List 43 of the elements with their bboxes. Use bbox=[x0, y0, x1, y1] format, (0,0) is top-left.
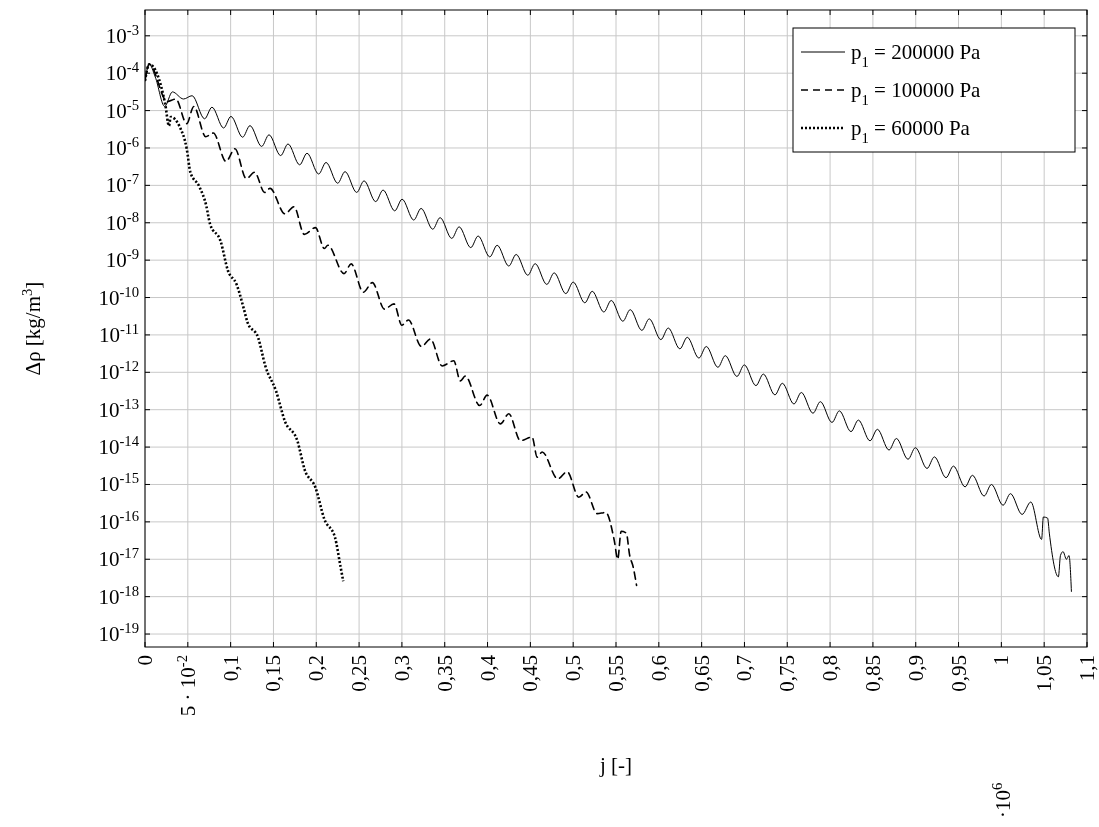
x-tick-label: 1,05 bbox=[1032, 655, 1057, 692]
y-tick-label: 10$^{-6}$ bbox=[105, 133, 139, 160]
x-tick-label: 0,35 bbox=[432, 655, 457, 692]
y-tick-label: 10$^{-19}$ bbox=[98, 620, 139, 647]
x-tick-label: 0,7 bbox=[732, 655, 757, 682]
x-tick-label: 0,95 bbox=[946, 655, 971, 692]
x-tick-label: 0,8 bbox=[818, 655, 843, 682]
x-tick-label: 0,45 bbox=[518, 655, 543, 692]
y-tick-label: 10$^{-17}$ bbox=[98, 545, 139, 572]
x-axis-title: j [-] bbox=[598, 753, 633, 777]
y-tick-label: 10$^{-10}$ bbox=[98, 283, 139, 310]
x-tick-label: 0,65 bbox=[689, 655, 714, 692]
x-tick-label: 0,25 bbox=[347, 655, 372, 692]
y-tick-label: 10$^{-5}$ bbox=[105, 96, 139, 123]
x-tick-label: 0,15 bbox=[261, 655, 286, 692]
x-tick-label: 0,9 bbox=[903, 655, 928, 682]
x-tick-label: 0,2 bbox=[304, 655, 329, 682]
x-tick-label: 1,1 bbox=[1075, 655, 1099, 682]
y-tick-label: 10$^{-11}$ bbox=[98, 320, 139, 347]
legend-label: p$_{1}$ = 100000 Pa bbox=[851, 78, 982, 108]
y-tick-label: 10$^{-4}$ bbox=[105, 59, 140, 86]
x-tick-label: 0,1 bbox=[218, 655, 243, 682]
y-tick-label: 10$^{-12}$ bbox=[98, 358, 139, 385]
y-tick-label: 10$^{-7}$ bbox=[105, 171, 139, 198]
y-tick-label: 10$^{-9}$ bbox=[105, 246, 139, 273]
x-tick-label: 1 bbox=[989, 655, 1014, 666]
y-tick-label: 10$^{-15}$ bbox=[98, 470, 139, 497]
legend-label: p$_{1}$ = 200000 Pa bbox=[851, 40, 982, 70]
x-tick-label: 0,4 bbox=[475, 654, 500, 682]
x-tick-label: 0,75 bbox=[775, 655, 800, 692]
x-tick-label: 0,55 bbox=[604, 655, 628, 692]
x-tick-label: 0,6 bbox=[646, 655, 671, 682]
x-tick-label: 0 bbox=[133, 655, 157, 666]
x-tick-label: 0,3 bbox=[389, 655, 414, 682]
y-tick-label: 10$^{-14}$ bbox=[98, 433, 140, 460]
y-tick-label: 10$^{-16}$ bbox=[98, 507, 139, 534]
legend-label: p$_{1}$ = 60000 Pa bbox=[851, 116, 971, 146]
x-tick-label: 0,5 bbox=[561, 655, 586, 682]
y-tick-label: 10$^{-3}$ bbox=[105, 21, 139, 48]
x-tick-label: 0,85 bbox=[860, 655, 885, 692]
y-tick-label: 10$^{-18}$ bbox=[98, 582, 139, 609]
y-tick-label: 10$^{-8}$ bbox=[105, 208, 139, 235]
y-tick-label: 10$^{-13}$ bbox=[98, 395, 139, 422]
